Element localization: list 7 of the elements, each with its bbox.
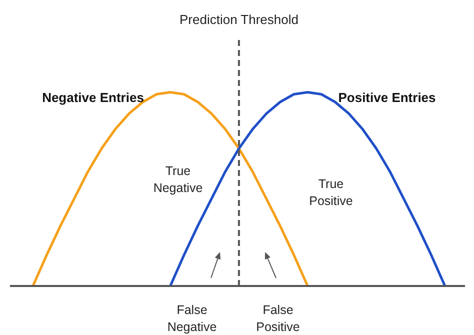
annotation: True Positive (309, 176, 353, 210)
annotation: True Negative (153, 163, 203, 197)
series-label: Positive Entries (338, 90, 436, 105)
text: False Negative (167, 302, 217, 335)
text: Prediction Threshold (180, 11, 298, 28)
series-label: Negative Entries (42, 90, 144, 105)
text: False Positive (256, 302, 300, 335)
